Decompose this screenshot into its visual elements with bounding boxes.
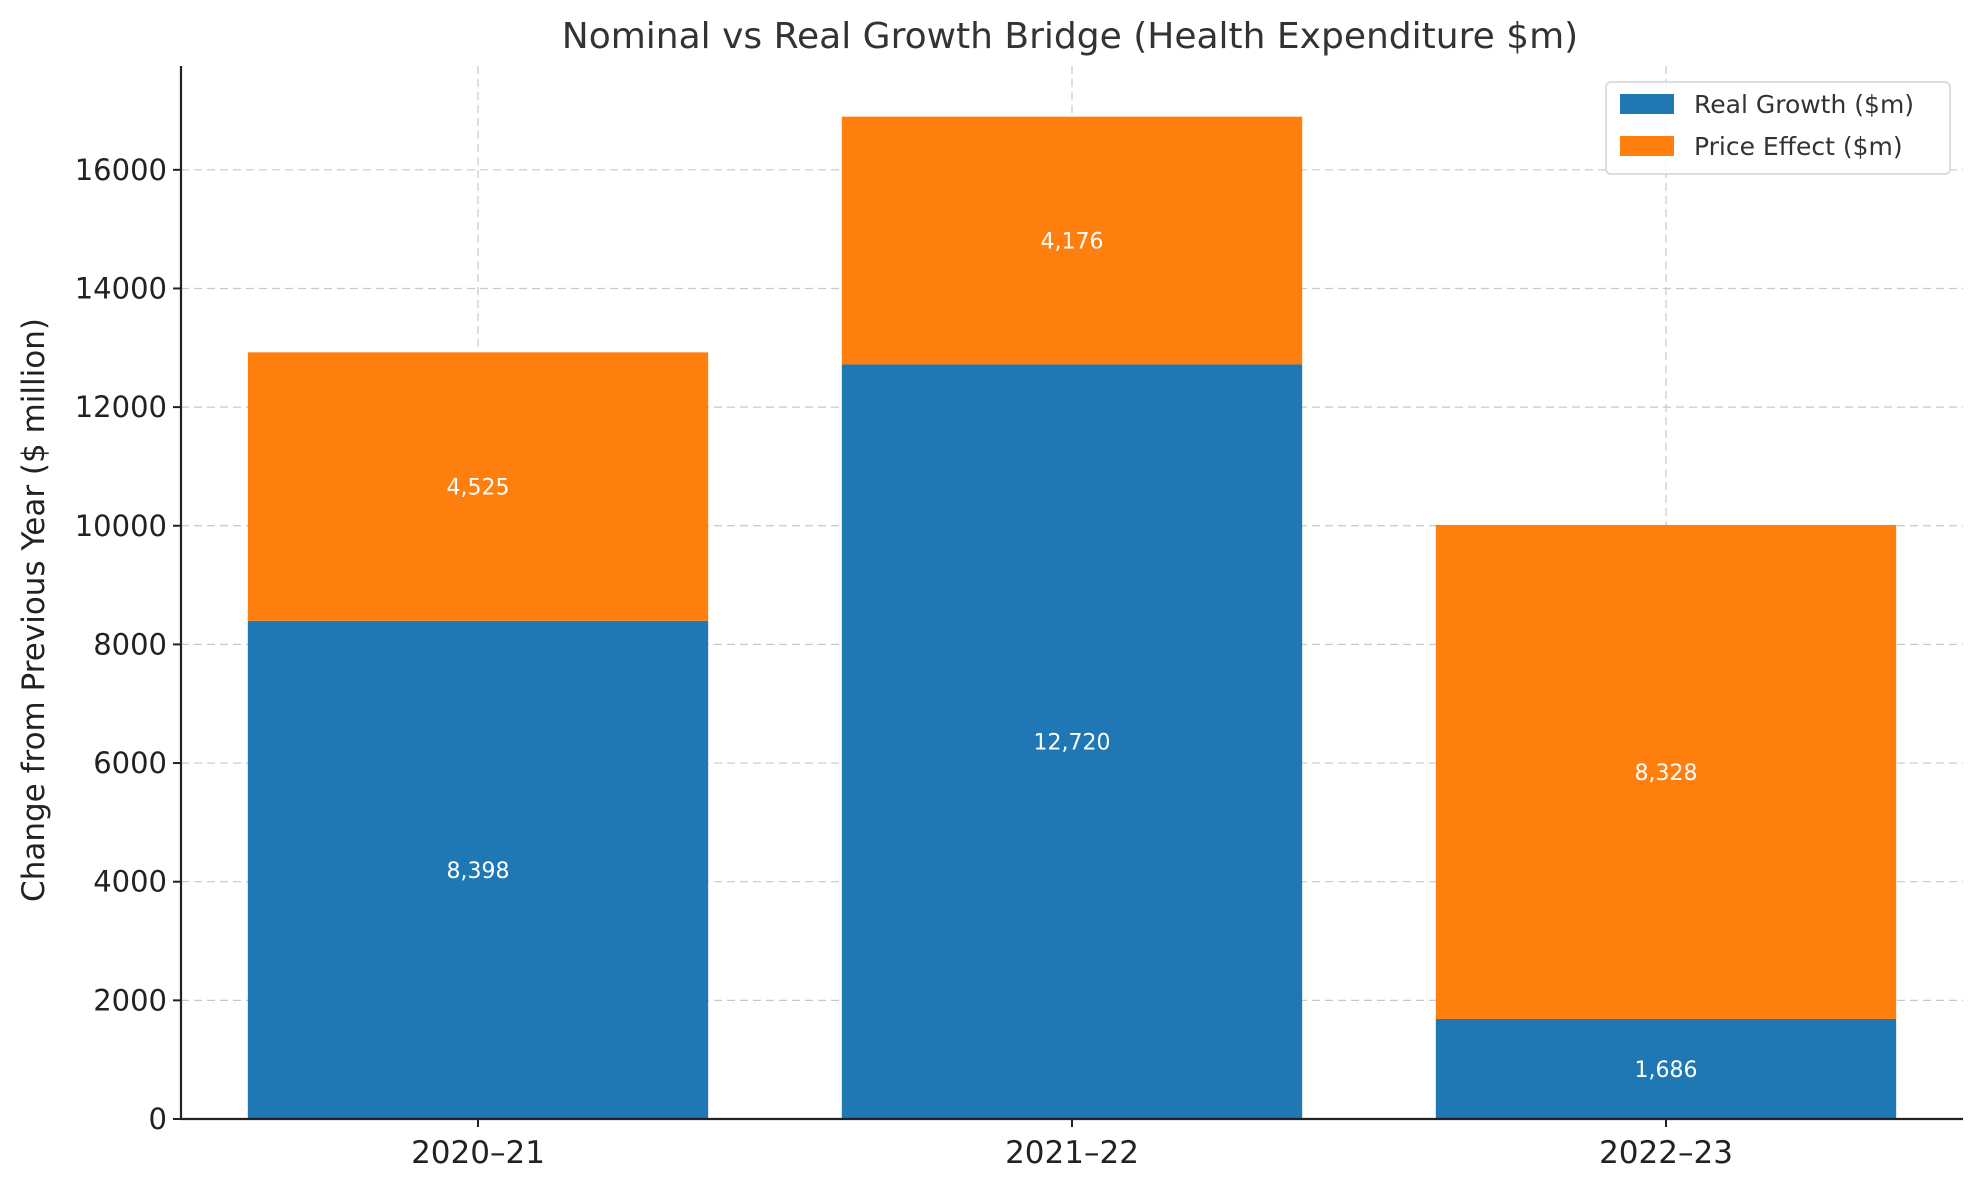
bar-value-labels: 8,398 4,525 12,720 4,176 1,686 8,328 bbox=[447, 230, 1698, 1083]
y-tick-label: 10000 bbox=[75, 509, 167, 543]
bar-value-label: 12,720 bbox=[1034, 731, 1111, 756]
y-tick-label: 16000 bbox=[75, 153, 167, 187]
legend-swatch bbox=[1620, 94, 1674, 114]
legend: Real Growth ($m) Price Effect ($m) bbox=[1605, 81, 1951, 175]
bar-price-effect bbox=[247, 352, 709, 621]
chart-title: Nominal vs Real Growth Bridge (Health Ex… bbox=[562, 16, 1578, 57]
y-tick-label: 6000 bbox=[93, 746, 167, 780]
bar-price-effect bbox=[841, 116, 1303, 365]
y-axis-label: Change from Previous Year ($ million) bbox=[16, 318, 52, 902]
y-tick-label: 0 bbox=[149, 1102, 167, 1136]
legend-label: Price Effect ($m) bbox=[1694, 132, 1903, 161]
x-tick-label: 2021–22 bbox=[1005, 1135, 1139, 1171]
y-tick-label: 14000 bbox=[75, 271, 167, 305]
bar-value-label: 4,176 bbox=[1041, 230, 1104, 255]
bar-value-label: 1,686 bbox=[1635, 1058, 1698, 1083]
y-tick-label: 8000 bbox=[93, 627, 167, 661]
bars bbox=[247, 116, 1897, 1120]
bar-value-label: 8,398 bbox=[447, 859, 510, 884]
axes: 0 2000 4000 6000 8000 10000 12000 14000 16000 202… bbox=[75, 66, 1963, 1171]
bar-real-growth bbox=[1435, 1018, 1897, 1119]
legend-label: Real Growth ($m) bbox=[1694, 90, 1914, 119]
y-tick-label: 4000 bbox=[93, 865, 167, 899]
x-tick-label: 2022–23 bbox=[1599, 1135, 1733, 1171]
bar-value-label: 4,525 bbox=[447, 476, 510, 501]
legend-swatch bbox=[1620, 136, 1674, 156]
y-tick-label: 12000 bbox=[75, 390, 167, 424]
legend-box bbox=[1605, 81, 1951, 175]
bar-price-effect bbox=[1435, 524, 1897, 1019]
bar-real-growth bbox=[247, 620, 709, 1119]
y-tick-label: 2000 bbox=[93, 983, 167, 1017]
bar-real-growth bbox=[841, 364, 1303, 1120]
x-tick-label: 2020–21 bbox=[411, 1135, 545, 1171]
bar-value-label: 8,328 bbox=[1635, 761, 1698, 786]
